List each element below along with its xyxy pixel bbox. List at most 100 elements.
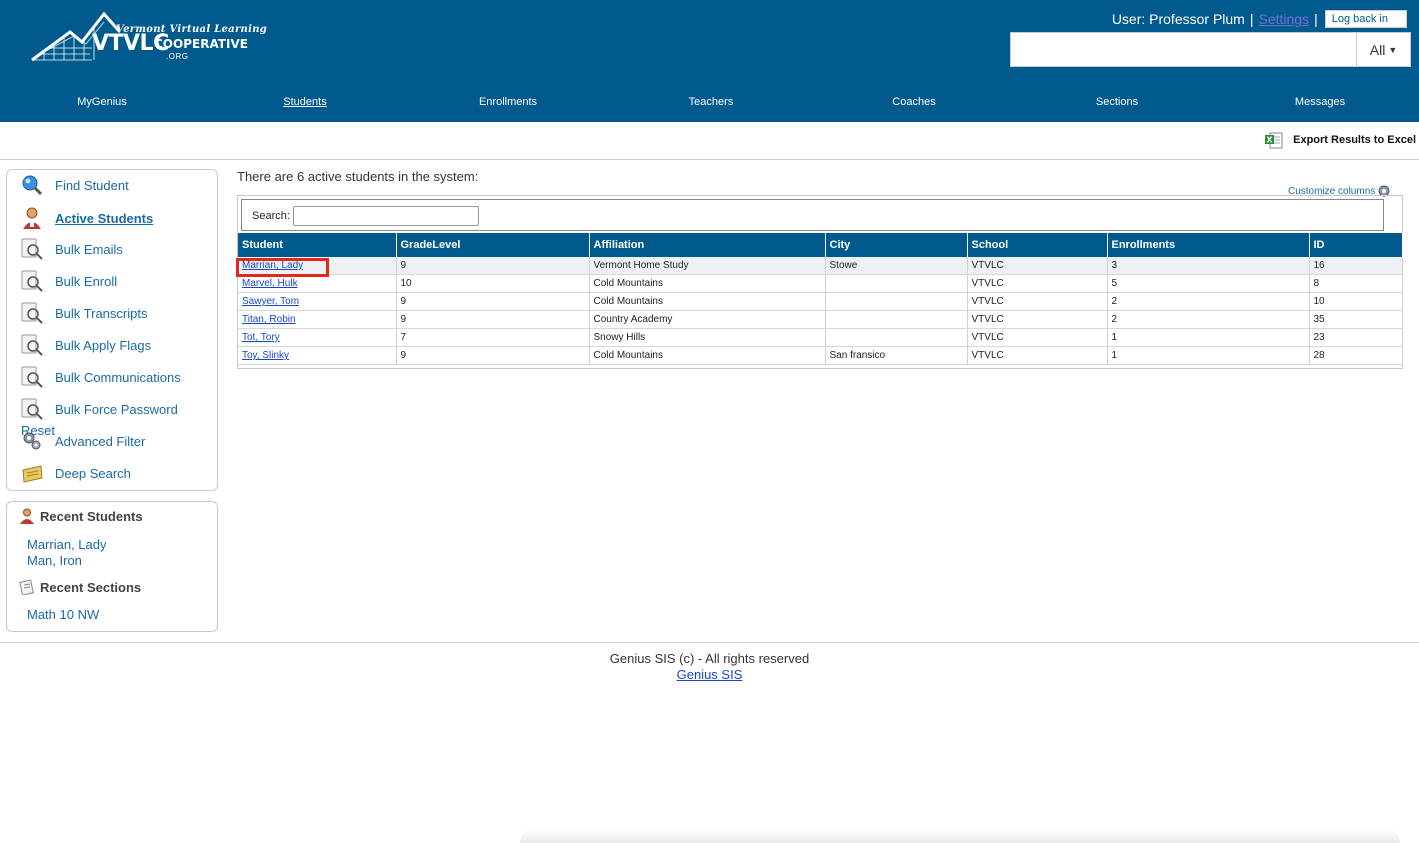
student-person-icon bbox=[20, 508, 34, 524]
enrollments-cell: 1 bbox=[1107, 346, 1310, 365]
recent-students-label: Recent Students bbox=[40, 508, 143, 524]
settings-link[interactable]: Settings bbox=[1258, 11, 1310, 27]
search-scope-dropdown[interactable]: All ▼ bbox=[1356, 33, 1410, 66]
genius-sis-link[interactable]: Genius SIS bbox=[676, 667, 743, 682]
city-cell bbox=[825, 274, 968, 293]
grid-search-input[interactable] bbox=[293, 206, 479, 226]
vtvlc-logo[interactable]: Vermont Virtual Learning VTVLC COOPERATI… bbox=[30, 10, 267, 66]
sidebar-item-bulk-force-password[interactable]: Bulk Force Password bbox=[21, 397, 178, 421]
id-cell: 8 bbox=[1309, 274, 1403, 293]
export-excel-button[interactable]: X Export Results to Excel bbox=[1265, 131, 1416, 149]
logo-coop-text: COOPERATIVE bbox=[154, 37, 248, 51]
grid-search-label: Search: bbox=[252, 210, 290, 222]
school-cell: VTVLC bbox=[967, 328, 1108, 347]
nav-coaches[interactable]: Coaches bbox=[892, 96, 936, 108]
recent-student-link[interactable]: Marrian, Lady bbox=[27, 537, 107, 552]
footer-copyright: Genius SIS (c) - All rights reserved bbox=[609, 651, 810, 666]
student-link[interactable]: Marvel, Hulk bbox=[242, 278, 298, 289]
gradelevel-cell: 9 bbox=[396, 292, 590, 311]
column-header-student[interactable]: Student bbox=[238, 233, 397, 257]
recent-sections-label: Recent Sections bbox=[40, 579, 142, 595]
affiliation-cell: Cold Mountains bbox=[589, 274, 826, 293]
sidebar-item-label: Bulk Communications bbox=[55, 369, 181, 385]
city-cell bbox=[825, 310, 968, 329]
header-bar: Vermont Virtual Learning VTVLC COOPERATI… bbox=[0, 0, 1419, 122]
enrollments-cell: 5 bbox=[1107, 274, 1310, 293]
column-header-school[interactable]: School bbox=[967, 233, 1108, 257]
gear-icon bbox=[1378, 185, 1390, 197]
document-magnifier-icon bbox=[21, 334, 43, 356]
excel-icon: X bbox=[1265, 132, 1283, 149]
table-row: Marrian, Lady 9 Vermont Home Study Stowe… bbox=[238, 257, 1403, 275]
nav-teachers[interactable]: Teachers bbox=[688, 96, 734, 108]
sidebar-item-bulk-apply-flags[interactable]: Bulk Apply Flags bbox=[21, 333, 151, 357]
id-cell: 23 bbox=[1309, 328, 1403, 347]
students-grid: Search: Student GradeLevel Affiliation C… bbox=[237, 195, 1403, 369]
student-link[interactable]: Tot, Tory bbox=[242, 332, 280, 343]
sidebar-item-bulk-enroll[interactable]: Bulk Enroll bbox=[21, 269, 117, 293]
column-header-city[interactable]: City bbox=[825, 233, 968, 257]
sidebar-item-deep-search[interactable]: Deep Search bbox=[21, 461, 131, 485]
students-table: Student GradeLevel Affiliation City Scho… bbox=[238, 233, 1403, 365]
table-row: Sawyer, Tom 9 Cold Mountains VTVLC 2 10 bbox=[238, 292, 1403, 311]
gradelevel-cell: 10 bbox=[396, 274, 590, 293]
grid-search-row: Search: bbox=[241, 199, 1384, 231]
enrollments-cell: 2 bbox=[1107, 292, 1310, 311]
selection-highlight-box bbox=[236, 258, 329, 277]
city-cell: San fransico bbox=[825, 346, 968, 365]
student-link[interactable]: Marrian, Lady bbox=[242, 260, 304, 271]
student-cell[interactable]: Marrian, Lady bbox=[238, 257, 397, 275]
student-link[interactable]: Titan, Robin bbox=[242, 314, 296, 325]
customize-columns-label: Customize columns bbox=[1288, 185, 1376, 197]
student-cell[interactable]: Toy, Slinky bbox=[238, 346, 397, 365]
gradelevel-cell: 9 bbox=[396, 257, 590, 275]
nav-mygenius[interactable]: MyGenius bbox=[77, 96, 127, 108]
id-cell: 16 bbox=[1309, 257, 1403, 275]
sidebar-item-active-students[interactable]: Active Students bbox=[21, 206, 153, 230]
sidebar-item-advanced-filter[interactable]: Advanced Filter bbox=[21, 429, 145, 453]
column-header-id[interactable]: ID bbox=[1309, 233, 1403, 257]
separator: | bbox=[1249, 11, 1254, 27]
recent-students-heading: Recent Students bbox=[19, 508, 143, 524]
gradelevel-cell: 7 bbox=[396, 328, 590, 347]
recent-section-link[interactable]: Math 10 NW bbox=[27, 607, 100, 622]
sidebar-item-bulk-transcripts[interactable]: Bulk Transcripts bbox=[21, 301, 147, 325]
sidebar-item-label: Active Students bbox=[55, 210, 154, 226]
nav-messages[interactable]: Messages bbox=[1294, 96, 1346, 108]
nav-enrollments[interactable]: Enrollments bbox=[478, 96, 538, 108]
sidebar-item-bulk-communications[interactable]: Bulk Communications bbox=[21, 365, 181, 389]
school-cell: VTVLC bbox=[967, 346, 1108, 365]
column-header-gradelevel[interactable]: GradeLevel bbox=[396, 233, 590, 257]
table-row: Tot, Tory 7 Snowy Hills VTVLC 1 23 bbox=[238, 328, 1403, 347]
nav-students[interactable]: Students bbox=[283, 96, 327, 108]
affiliation-cell: Cold Mountains bbox=[589, 292, 826, 311]
customize-columns-link[interactable]: Customize columns bbox=[1288, 184, 1391, 198]
log-back-in-button[interactable]: Log back in bbox=[1324, 10, 1407, 28]
recent-student-link[interactable]: Man, Iron bbox=[27, 553, 82, 568]
student-cell[interactable]: Titan, Robin bbox=[238, 310, 397, 329]
global-search-input[interactable]: All ▼ bbox=[1010, 32, 1411, 67]
logo-top-text: Vermont Virtual Learning bbox=[116, 24, 268, 35]
table-row: Titan, Robin 9 Country Academy VTVLC 2 3… bbox=[238, 310, 1403, 329]
user-bar: User: Professor Plum | Settings | Log ba… bbox=[1112, 10, 1407, 28]
document-magnifier-icon bbox=[21, 366, 43, 388]
sidebar-menu-panel: Find Student Active Students Bulk Emails… bbox=[6, 169, 218, 491]
footer-link-row: Genius SIS bbox=[0, 667, 1419, 682]
student-link[interactable]: Sawyer, Tom bbox=[242, 296, 300, 307]
school-cell: VTVLC bbox=[967, 257, 1108, 275]
student-cell[interactable]: Marvel, Hulk bbox=[238, 274, 397, 293]
sidebar-item-label: Deep Search bbox=[55, 465, 131, 481]
student-cell[interactable]: Sawyer, Tom bbox=[238, 292, 397, 311]
student-link[interactable]: Toy, Slinky bbox=[242, 350, 290, 361]
recent-sections-heading: Recent Sections bbox=[19, 579, 141, 595]
magnifier-globe-icon bbox=[21, 174, 43, 196]
sidebar-item-label: Advanced Filter bbox=[55, 433, 146, 449]
school-cell: VTVLC bbox=[967, 292, 1108, 311]
sidebar-item-find-student[interactable]: Find Student bbox=[21, 173, 129, 197]
folder-search-icon bbox=[21, 462, 43, 484]
column-header-enrollments[interactable]: Enrollments bbox=[1107, 233, 1310, 257]
column-header-affiliation[interactable]: Affiliation bbox=[589, 233, 826, 257]
sidebar-item-bulk-emails[interactable]: Bulk Emails bbox=[21, 237, 123, 261]
nav-sections[interactable]: Sections bbox=[1095, 96, 1139, 108]
student-cell[interactable]: Tot, Tory bbox=[238, 328, 397, 347]
